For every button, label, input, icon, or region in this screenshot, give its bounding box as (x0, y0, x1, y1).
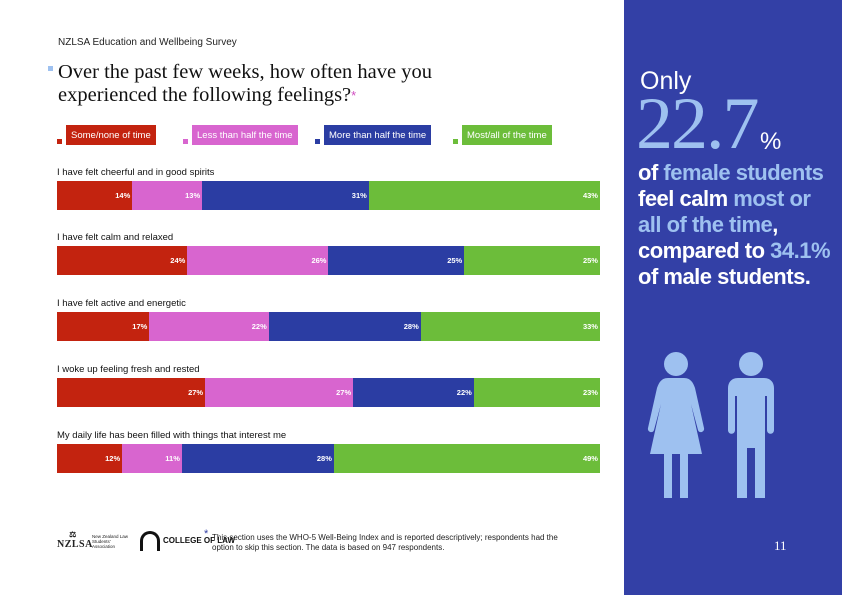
legend-item: Most/all of the time (453, 125, 552, 145)
side-panel: Only 22.7 % of female students feel calm… (624, 0, 842, 595)
bar-segment: 11% (122, 444, 182, 473)
female-figure-icon (647, 352, 705, 498)
nzlsa-org-name: New Zealand Law Students' Association (92, 533, 129, 549)
category-label: I have felt cheerful and in good spirits (57, 167, 215, 178)
bar-segment: 13% (132, 181, 203, 210)
bar-segment: 25% (328, 246, 465, 275)
big-stat-number: 22.7 (636, 83, 759, 165)
arch-icon (140, 531, 160, 551)
bar-segment: 12% (57, 444, 123, 473)
bar-row: 12% 11% 28% 49% (57, 444, 600, 473)
nzlsa-logo: ⚖ NZLSA New Zealand Law Students' Associ… (57, 531, 132, 551)
bar-segment: 14% (57, 181, 133, 210)
bar-segment: 28% (181, 444, 334, 473)
bar-segment: 43% (368, 181, 600, 210)
category-label: My daily life has been filled with thing… (57, 430, 287, 441)
legend-swatch (183, 139, 188, 144)
bar-segment: 22% (353, 378, 474, 407)
bar-segment: 27% (205, 378, 354, 407)
bar-segment: 31% (202, 181, 369, 210)
bar-segment: 28% (268, 312, 421, 341)
legend-swatch (57, 139, 62, 144)
stat-text-part: feel calm (638, 186, 734, 211)
bar-segment: 17% (57, 312, 150, 341)
bar-row: 27% 27% 22% 23% (57, 378, 600, 407)
main-content: NZLSA Education and Wellbeing Survey Ove… (0, 0, 624, 595)
bar-segment: 27% (57, 378, 206, 407)
highlight-text: female students (663, 160, 824, 185)
legend-label: Some/none of time (66, 125, 156, 145)
footnote-asterisk: * (204, 528, 209, 540)
bar-row: 14% 13% 31% 43% (57, 181, 600, 210)
title-asterisk: * (351, 88, 357, 103)
bar-segment: 22% (149, 312, 269, 341)
category-label: I woke up feeling fresh and rested (57, 364, 200, 375)
legend-label: Most/all of the time (462, 125, 552, 145)
percent-sign: % (760, 128, 782, 155)
stat-text-part: of (638, 160, 664, 185)
legend-label: More than half the time (324, 125, 432, 145)
category-label: I have felt calm and relaxed (57, 232, 174, 243)
legend-item: More than half the time (315, 125, 432, 145)
bar-row: 17% 22% 28% 33% (57, 312, 600, 341)
stat-text-part: of male students. (638, 264, 811, 289)
legend-item: Some/none of time (57, 125, 156, 145)
bar-segment: 26% (187, 246, 329, 275)
legend-item: Less than half the time (183, 125, 298, 145)
bar-segment: 25% (464, 246, 600, 275)
chart-title: Over the past few weeks, how often have … (58, 61, 433, 106)
legend-swatch (453, 139, 458, 144)
stat-description: of female students feel calm most or all… (638, 160, 838, 290)
title-marker (48, 66, 53, 71)
college-of-law-logo: COLLEGE OF LAW (140, 531, 235, 551)
bar-row: 24% 26% 25% 25% (57, 246, 600, 275)
scales-icon: ⚖ (69, 530, 77, 539)
category-label: I have felt active and energetic (57, 298, 186, 309)
figures-illustration (647, 352, 774, 498)
highlight-text: most or all of the time (638, 186, 811, 237)
bar-segment: 23% (473, 378, 600, 407)
college-of-law-name: COLLEGE OF LAW (163, 536, 235, 545)
male-figure-icon (728, 352, 774, 498)
legend-label: Less than half the time (192, 125, 298, 145)
footnote: This section uses the WHO-5 Well-Being I… (212, 533, 558, 552)
survey-name: NZLSA Education and Wellbeing Survey (58, 37, 237, 48)
legend-swatch (315, 139, 320, 144)
bar-segment: 24% (57, 246, 188, 275)
bar-segment: 49% (333, 444, 600, 473)
nzlsa-mark: ⚖ NZLSA (57, 530, 93, 551)
stat-text-part: , compared to (638, 212, 778, 263)
page-number: 11 (774, 538, 787, 553)
only-label: Only (640, 67, 692, 95)
highlight-text: 34.1% (770, 238, 831, 263)
bar-segment: 33% (420, 312, 600, 341)
